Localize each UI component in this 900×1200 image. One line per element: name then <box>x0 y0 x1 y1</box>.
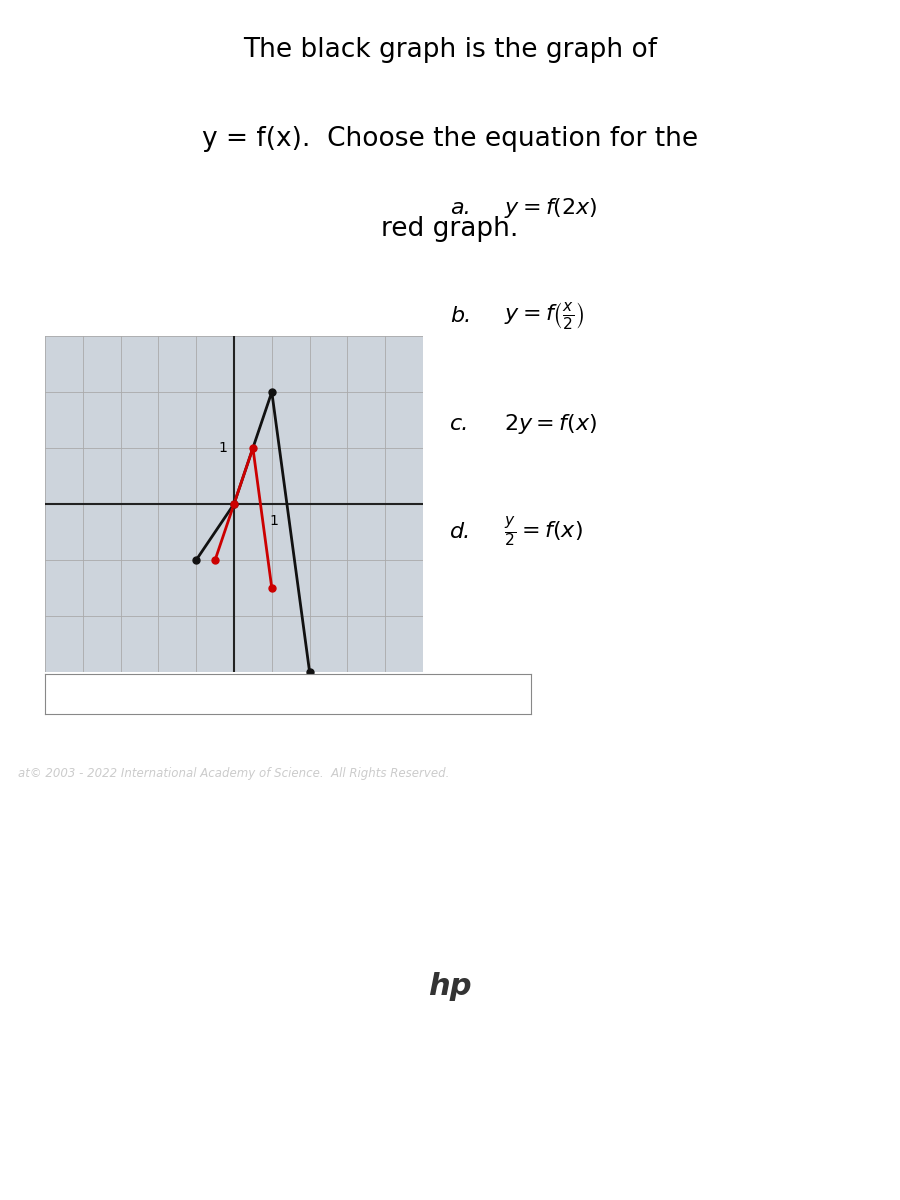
Text: $\frac{y}{2} = f(x)$: $\frac{y}{2} = f(x)$ <box>504 515 583 550</box>
Text: The black graph is the graph of: The black graph is the graph of <box>243 37 657 64</box>
Point <box>208 551 222 570</box>
Text: 1: 1 <box>219 440 227 455</box>
Text: c.: c. <box>450 414 470 434</box>
Text: 1: 1 <box>269 514 278 528</box>
Point <box>265 383 279 402</box>
Text: a.: a. <box>450 198 471 218</box>
Text: Enter: Enter <box>579 685 627 703</box>
Point <box>227 494 241 514</box>
Text: at© 2003 - 2022 International Academy of Science.  All Rights Reserved.: at© 2003 - 2022 International Academy of… <box>18 767 449 780</box>
Point <box>189 551 203 570</box>
Text: $2y = f(x)$: $2y = f(x)$ <box>504 412 597 436</box>
Point <box>246 438 260 457</box>
Point <box>227 494 241 514</box>
Text: b.: b. <box>450 306 472 326</box>
Text: $y = f(2x)$: $y = f(2x)$ <box>504 197 598 221</box>
Text: hp: hp <box>428 972 472 1001</box>
Point <box>302 662 317 682</box>
Text: $y = f\left(\frac{x}{2}\right)$: $y = f\left(\frac{x}{2}\right)$ <box>504 300 584 332</box>
Text: d.: d. <box>450 522 472 542</box>
Point <box>265 578 279 598</box>
Text: y = f(x).  Choose the equation for the: y = f(x). Choose the equation for the <box>202 126 698 152</box>
Text: red graph.: red graph. <box>382 216 518 241</box>
